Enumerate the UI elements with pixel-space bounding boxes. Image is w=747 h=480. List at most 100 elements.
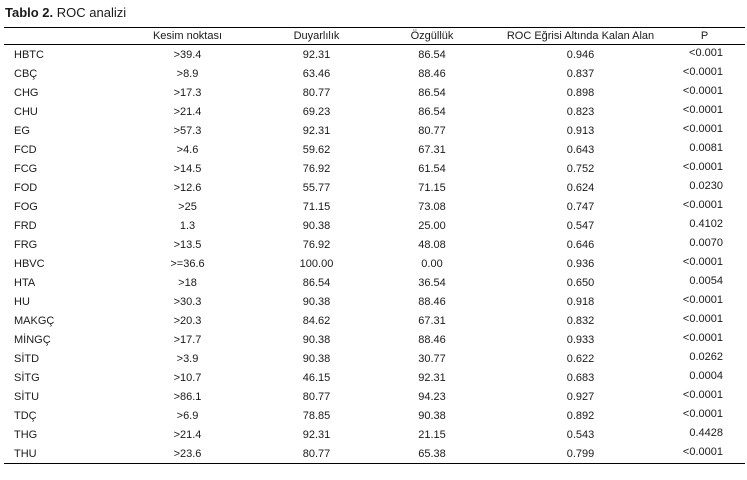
table-row: HBVC >=36.6 100.00 0.00 0.936 <0.0001	[4, 254, 745, 273]
parameter-cell: CHG	[14, 86, 39, 99]
parameter-cell: THG	[14, 428, 38, 441]
sensitivity-cell: 46.15	[302, 371, 331, 384]
cutoff-cell: >17.3	[173, 86, 202, 99]
cutoff-cell: >86.1	[173, 390, 202, 403]
parameter-cell: CHU	[14, 105, 38, 118]
specificity-cell: 67.31	[418, 314, 446, 327]
table-body: HBTC >39.4 92.31 86.54 0.946 <0.001 CBÇ >8.9 63.…	[4, 45, 745, 464]
sensitivity-cell: 90.38	[302, 333, 331, 346]
parameter-cell: HBVC	[14, 257, 45, 270]
cutoff-cell: >30.3	[173, 295, 202, 308]
specificity-cell: 30.77	[418, 352, 446, 365]
auc-cell: 0.913	[566, 124, 595, 137]
auc-cell: 0.747	[566, 200, 595, 213]
specificity-cell: 94.23	[418, 390, 446, 403]
sensitivity-cell: 80.77	[302, 390, 331, 403]
sensitivity-cell: 90.38	[302, 219, 331, 232]
sensitivity-cell: 71.15	[302, 200, 331, 213]
p-value-cell: <0.0001	[682, 199, 723, 211]
auc-cell: 0.837	[566, 67, 595, 80]
table-caption: Tablo 2. ROC analizi	[5, 5, 126, 20]
header-specificity: Özgüllük	[410, 30, 454, 42]
auc-cell: 0.650	[566, 276, 595, 289]
roc-table: Kesim noktası Duyarlılık Özgüllük ROC Eğ…	[4, 27, 745, 464]
header-row: Kesim noktası Duyarlılık Özgüllük ROC Eğ…	[4, 27, 745, 45]
p-value-cell: <0.0001	[682, 332, 723, 344]
cutoff-cell: >39.4	[173, 48, 202, 61]
auc-cell: 0.752	[566, 162, 595, 175]
p-value-cell: 0.0054	[689, 275, 723, 287]
sensitivity-cell: 100.00	[299, 257, 334, 270]
p-value-cell: <0.0001	[682, 389, 723, 401]
cutoff-cell: >10.7	[173, 371, 202, 384]
cutoff-cell: >20.3	[173, 314, 202, 327]
p-value-cell: <0.0001	[682, 85, 723, 97]
table-row: MİNGÇ >17.7 90.38 88.46 0.933 <0.0001	[4, 330, 745, 349]
cutoff-cell: 1.3	[179, 219, 196, 232]
table-row: THG >21.4 92.31 21.15 0.543 0.4428	[4, 425, 745, 444]
parameter-cell: HBTC	[14, 48, 44, 61]
p-value-cell: 0.4428	[689, 427, 723, 439]
cutoff-cell: >4.6	[176, 143, 199, 156]
auc-cell: 0.918	[566, 295, 595, 308]
p-value-cell: <0.0001	[682, 313, 723, 325]
auc-cell: 0.823	[566, 105, 595, 118]
sensitivity-cell: 92.31	[302, 124, 331, 137]
p-value-cell: 0.0262	[689, 351, 723, 363]
cutoff-cell: >17.7	[173, 333, 202, 346]
specificity-cell: 80.77	[418, 124, 446, 137]
specificity-cell: 48.08	[418, 238, 446, 251]
table-label: Tablo 2.	[5, 5, 54, 20]
table-row: HU >30.3 90.38 88.46 0.918 <0.0001	[4, 292, 745, 311]
table-row: FRD 1.3 90.38 25.00 0.547 0.4102	[4, 216, 745, 235]
table-row: FOG >25 71.15 73.08 0.747 <0.0001	[4, 197, 745, 216]
table-row: SİTU >86.1 80.77 94.23 0.927 <0.0001	[4, 387, 745, 406]
table-row: FOD >12.6 55.77 71.15 0.624 0.0230	[4, 178, 745, 197]
p-value-cell: <0.0001	[682, 161, 723, 173]
p-value-cell: <0.0001	[682, 256, 723, 268]
specificity-cell: 71.15	[418, 181, 446, 194]
specificity-cell: 67.31	[418, 143, 446, 156]
p-value-cell: 0.0070	[689, 237, 723, 249]
auc-cell: 0.643	[566, 143, 595, 156]
parameter-cell: TDÇ	[14, 409, 37, 422]
header-sensitivity: Duyarlılık	[293, 30, 340, 42]
auc-cell: 0.892	[566, 409, 595, 422]
p-value-cell: 0.0004	[689, 370, 723, 382]
auc-cell: 0.933	[566, 333, 595, 346]
cutoff-cell: >=36.6	[170, 257, 205, 270]
table-row: EG >57.3 92.31 80.77 0.913 <0.0001	[4, 121, 745, 140]
auc-cell: 0.832	[566, 314, 595, 327]
sensitivity-cell: 78.85	[302, 409, 331, 422]
specificity-cell: 86.54	[418, 48, 446, 61]
p-value-cell: <0.0001	[682, 446, 723, 458]
cutoff-cell: >14.5	[173, 162, 202, 175]
p-value-cell: <0.0001	[682, 66, 723, 78]
table-row: TDÇ >6.9 78.85 90.38 0.892 <0.0001	[4, 406, 745, 425]
table-row: FCG >14.5 76.92 61.54 0.752 <0.0001	[4, 159, 745, 178]
table-title: ROC analizi	[56, 5, 127, 20]
header-cutoff: Kesim noktası	[152, 30, 223, 42]
sensitivity-cell: 90.38	[302, 352, 331, 365]
auc-cell: 0.622	[566, 352, 595, 365]
sensitivity-cell: 59.62	[302, 143, 331, 156]
specificity-cell: 90.38	[418, 409, 446, 422]
table-row: MAKGÇ >20.3 84.62 67.31 0.832 <0.0001	[4, 311, 745, 330]
cutoff-cell: >12.6	[173, 181, 202, 194]
header-parameter	[4, 28, 109, 45]
auc-cell: 0.898	[566, 86, 595, 99]
sensitivity-cell: 80.77	[302, 86, 331, 99]
specificity-cell: 88.46	[418, 67, 446, 80]
sensitivity-cell: 90.38	[302, 295, 331, 308]
p-value-cell: <0.001	[689, 47, 723, 59]
cutoff-cell: >18	[178, 276, 197, 289]
auc-cell: 0.547	[566, 219, 595, 232]
parameter-cell: CBÇ	[14, 67, 38, 80]
p-value-cell: <0.0001	[682, 408, 723, 420]
cutoff-cell: >23.6	[173, 447, 202, 460]
p-value-cell: <0.0001	[682, 104, 723, 116]
parameter-cell: FOD	[14, 181, 38, 194]
parameter-cell: FRG	[14, 238, 38, 251]
auc-cell: 0.799	[566, 447, 595, 460]
cutoff-cell: >13.5	[173, 238, 202, 251]
